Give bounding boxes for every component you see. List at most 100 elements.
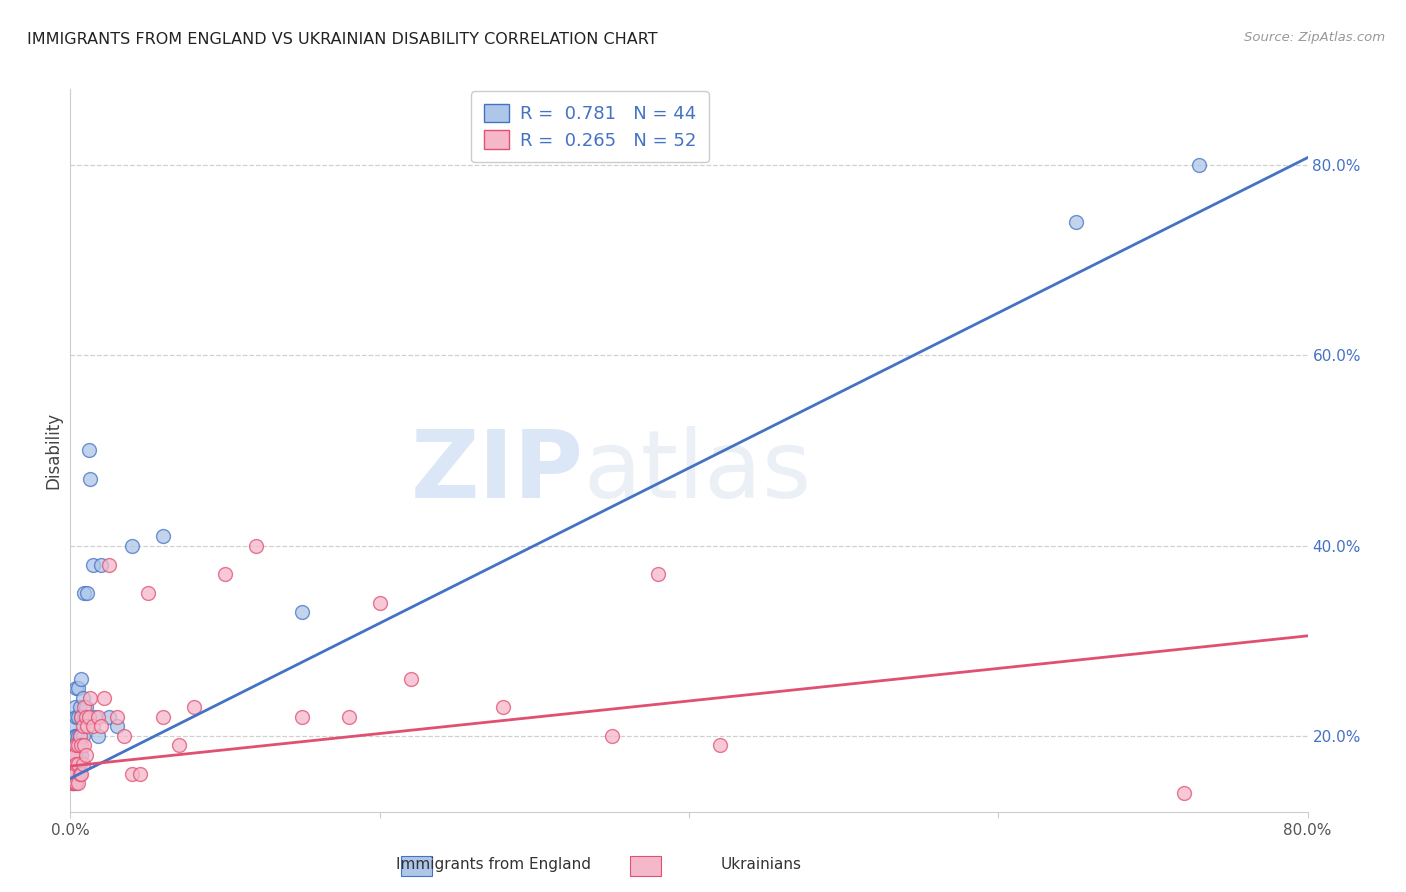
Point	[65, 757, 87, 772]
Point	[65, 709, 87, 723]
Point	[73, 586, 96, 600]
Text: IMMIGRANTS FROM ENGLAND VS UKRAINIAN DISABILITY CORRELATION CHART: IMMIGRANTS FROM ENGLAND VS UKRAINIAN DIS…	[27, 31, 658, 46]
Point	[368, 596, 391, 610]
Point	[93, 690, 115, 705]
Point	[62, 776, 84, 790]
Point	[76, 719, 98, 733]
Point	[82, 719, 105, 733]
Point	[67, 776, 90, 790]
Text: ZIP: ZIP	[411, 426, 583, 518]
Text: Ukrainians: Ukrainians	[720, 857, 801, 872]
Point	[70, 738, 93, 752]
Point	[492, 700, 515, 714]
Point	[60, 738, 83, 752]
Point	[87, 729, 110, 743]
Point	[76, 586, 98, 600]
Point	[70, 672, 93, 686]
Point	[98, 558, 120, 572]
Point	[62, 719, 84, 733]
Text: Immigrants from England: Immigrants from England	[395, 857, 591, 872]
Point	[69, 700, 91, 714]
Point	[73, 709, 96, 723]
Point	[67, 738, 90, 752]
Point	[67, 709, 90, 723]
Point	[75, 700, 97, 714]
Point	[63, 766, 86, 780]
Point	[98, 709, 120, 723]
Point	[121, 539, 143, 553]
Point	[67, 747, 90, 762]
Point	[62, 747, 84, 762]
Point	[73, 700, 96, 714]
Point	[70, 709, 93, 723]
Point	[77, 443, 100, 458]
Point	[152, 709, 174, 723]
Point	[600, 729, 623, 743]
Legend: R =  0.781   N = 44, R =  0.265   N = 52: R = 0.781 N = 44, R = 0.265 N = 52	[471, 91, 709, 162]
Point	[63, 747, 86, 762]
Point	[63, 766, 86, 780]
Point	[63, 776, 86, 790]
Point	[647, 567, 669, 582]
Point	[183, 700, 205, 714]
Point	[90, 558, 112, 572]
Point	[399, 672, 422, 686]
Point	[69, 729, 91, 743]
Point	[62, 766, 84, 780]
Point	[62, 747, 84, 762]
Point	[65, 729, 87, 743]
Point	[121, 766, 143, 780]
Point	[69, 766, 91, 780]
Point	[65, 681, 87, 695]
Text: Source: ZipAtlas.com: Source: ZipAtlas.com	[1244, 31, 1385, 45]
Point	[87, 709, 110, 723]
Point	[214, 567, 236, 582]
Point	[77, 709, 100, 723]
Point	[73, 738, 96, 752]
Point	[67, 757, 90, 772]
Point	[1173, 786, 1195, 800]
Point	[79, 690, 101, 705]
Point	[60, 757, 83, 772]
Point	[70, 747, 93, 762]
Point	[63, 757, 86, 772]
Point	[69, 729, 91, 743]
Point	[136, 586, 159, 600]
Point	[65, 757, 87, 772]
Point	[67, 766, 90, 780]
Point	[245, 539, 267, 553]
Text: atlas: atlas	[583, 426, 813, 518]
Point	[72, 729, 94, 743]
Point	[105, 709, 128, 723]
Point	[65, 738, 87, 752]
Point	[72, 719, 94, 733]
Point	[67, 681, 90, 695]
Point	[63, 700, 86, 714]
Point	[65, 776, 87, 790]
Bar	[401, 856, 432, 876]
Point	[69, 757, 91, 772]
Point	[65, 766, 87, 780]
Point	[709, 738, 731, 752]
Point	[291, 709, 314, 723]
Y-axis label: Disability: Disability	[44, 412, 62, 489]
Point	[90, 719, 112, 733]
Point	[67, 729, 90, 743]
Point	[75, 709, 97, 723]
Point	[84, 709, 107, 723]
Point	[62, 776, 84, 790]
Point	[1064, 215, 1087, 229]
Point	[129, 766, 152, 780]
Point	[63, 729, 86, 743]
Point	[70, 766, 93, 780]
Point	[105, 719, 128, 733]
Point	[291, 605, 314, 619]
Point	[1188, 158, 1211, 172]
Point	[75, 747, 97, 762]
Point	[79, 472, 101, 486]
Point	[72, 690, 94, 705]
Point	[82, 558, 105, 572]
Point	[114, 729, 135, 743]
Point	[70, 709, 93, 723]
Bar	[630, 856, 661, 876]
